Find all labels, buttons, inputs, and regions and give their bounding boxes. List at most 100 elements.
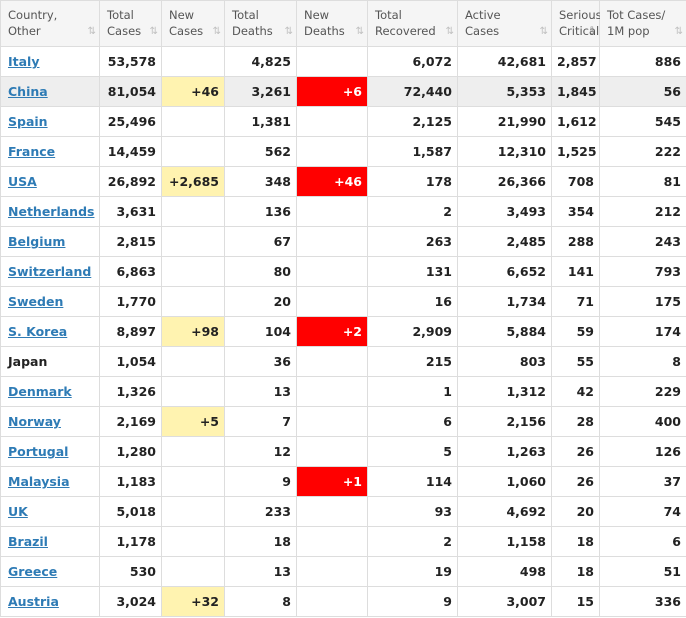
cell-total-cases: 1,770 <box>99 286 162 317</box>
column-header-label: Country, Other <box>8 8 58 38</box>
cell-total-deaths: 36 <box>224 346 297 377</box>
country-link[interactable]: Sweden <box>8 294 64 309</box>
country-link[interactable]: Portugal <box>8 444 69 459</box>
country-link[interactable]: France <box>8 144 56 159</box>
cell-total-deaths: 20 <box>224 286 297 317</box>
cell-total-recovered: 2,909 <box>367 316 458 347</box>
column-header-tot-cases-per-1m[interactable]: Tot Cases/ 1M pop ⇅ <box>599 0 686 47</box>
cell-total-cases: 1,183 <box>99 466 162 497</box>
country-link[interactable]: USA <box>8 174 37 189</box>
cell-total-cases: 8,897 <box>99 316 162 347</box>
column-header-label: Serious, Critical <box>559 8 606 38</box>
cell-active-cases: 1,312 <box>457 376 552 407</box>
cell-active-cases: 1,263 <box>457 436 552 467</box>
cell-total-deaths: 9 <box>224 466 297 497</box>
cell-new-deaths <box>296 406 368 437</box>
cell-total-recovered: 131 <box>367 256 458 287</box>
table-row: Switzerland 6,863 80 131 6,652 141 793 <box>0 256 686 287</box>
sort-icon[interactable]: ⇅ <box>149 26 159 37</box>
cell-total-recovered: 5 <box>367 436 458 467</box>
table-body: Italy 53,578 4,825 6,072 42,681 2,857 886 China… <box>0 46 686 617</box>
country-link[interactable]: China <box>8 84 48 99</box>
cell-serious-critical: 708 <box>551 166 600 197</box>
column-header-label: Total Recovered <box>375 8 436 38</box>
column-header-total-deaths[interactable]: Total Deaths ⇅ <box>224 0 297 47</box>
cell-total-recovered: 2 <box>367 526 458 557</box>
cell-tot-cases-per-1m: 56 <box>599 76 686 107</box>
table-row: Japan 1,054 36 215 803 55 8 <box>0 346 686 377</box>
table-row: Austria 3,024 +32 8 9 3,007 15 336 <box>0 586 686 617</box>
cell-total-cases: 530 <box>99 556 162 587</box>
sort-icon[interactable]: ⇅ <box>212 26 222 37</box>
cell-serious-critical: 141 <box>551 256 600 287</box>
cell-serious-critical: 59 <box>551 316 600 347</box>
cell-total-cases: 1,326 <box>99 376 162 407</box>
cell-tot-cases-per-1m: 37 <box>599 466 686 497</box>
column-header-label: Tot Cases/ 1M pop <box>607 8 666 38</box>
cell-total-deaths: 13 <box>224 556 297 587</box>
cell-tot-cases-per-1m: 8 <box>599 346 686 377</box>
cell-new-cases <box>161 106 225 137</box>
cell-total-recovered: 1,587 <box>367 136 458 167</box>
cell-total-cases: 1,178 <box>99 526 162 557</box>
sort-icon[interactable]: ⇅ <box>674 26 684 37</box>
cell-new-deaths <box>296 286 368 317</box>
cell-country: Switzerland <box>0 256 100 287</box>
cell-active-cases: 2,485 <box>457 226 552 257</box>
cell-country: Malaysia <box>0 466 100 497</box>
country-link[interactable]: Italy <box>8 54 40 69</box>
country-link[interactable]: Belgium <box>8 234 66 249</box>
column-header-label: New Cases <box>169 8 204 38</box>
cell-total-deaths: 136 <box>224 196 297 227</box>
country-link[interactable]: S. Korea <box>8 324 68 339</box>
cell-new-deaths <box>296 496 368 527</box>
sort-icon[interactable]: ⇅ <box>87 26 97 37</box>
table-row: Belgium 2,815 67 263 2,485 288 243 <box>0 226 686 257</box>
column-header-new-cases[interactable]: New Cases ⇅ <box>161 0 225 47</box>
cell-new-cases <box>161 526 225 557</box>
country-link[interactable]: Greece <box>8 564 58 579</box>
cell-tot-cases-per-1m: 6 <box>599 526 686 557</box>
cell-total-deaths: 104 <box>224 316 297 347</box>
sort-icon[interactable]: ⇅ <box>355 26 365 37</box>
cell-serious-critical: 28 <box>551 406 600 437</box>
cell-new-cases: +46 <box>161 76 225 107</box>
cell-country: China <box>0 76 100 107</box>
sort-descending-icon[interactable]: ⇩ <box>587 26 597 37</box>
sort-icon[interactable]: ⇅ <box>284 26 294 37</box>
column-header-active-cases[interactable]: Active Cases ⇅ <box>457 0 552 47</box>
country-link[interactable]: Switzerland <box>8 264 92 279</box>
column-header-total-recovered[interactable]: Total Recovered ⇅ <box>367 0 458 47</box>
cell-new-deaths <box>296 436 368 467</box>
country-link[interactable]: Denmark <box>8 384 72 399</box>
country-link[interactable]: Spain <box>8 114 48 129</box>
cell-serious-critical: 288 <box>551 226 600 257</box>
cell-new-cases <box>161 46 225 77</box>
column-header-total-cases[interactable]: Total Cases ⇅ <box>99 0 162 47</box>
country-link[interactable]: Norway <box>8 414 61 429</box>
column-header-country[interactable]: Country, Other ⇅ <box>0 0 100 47</box>
cell-total-cases: 26,892 <box>99 166 162 197</box>
country-link[interactable]: Brazil <box>8 534 48 549</box>
cell-country: Spain <box>0 106 100 137</box>
cell-country: Denmark <box>0 376 100 407</box>
sort-icon[interactable]: ⇅ <box>539 26 549 37</box>
cell-total-recovered: 2 <box>367 196 458 227</box>
column-header-serious-critical[interactable]: Serious, Critical ⇩ <box>551 0 605 47</box>
cell-new-cases <box>161 376 225 407</box>
cell-new-deaths <box>296 346 368 377</box>
column-header-new-deaths[interactable]: New Deaths ⇅ <box>296 0 368 47</box>
cell-total-deaths: 348 <box>224 166 297 197</box>
cell-total-deaths: 4,825 <box>224 46 297 77</box>
country-link[interactable]: Austria <box>8 594 59 609</box>
cell-new-cases <box>161 256 225 287</box>
country-link[interactable]: Malaysia <box>8 474 70 489</box>
cell-serious-critical: 26 <box>551 466 600 497</box>
cell-tot-cases-per-1m: 400 <box>599 406 686 437</box>
sort-icon[interactable]: ⇅ <box>445 26 455 37</box>
cell-new-deaths <box>296 526 368 557</box>
cell-tot-cases-per-1m: 229 <box>599 376 686 407</box>
country-link[interactable]: Netherlands <box>8 204 95 219</box>
cell-country: USA <box>0 166 100 197</box>
country-link[interactable]: UK <box>8 504 28 519</box>
